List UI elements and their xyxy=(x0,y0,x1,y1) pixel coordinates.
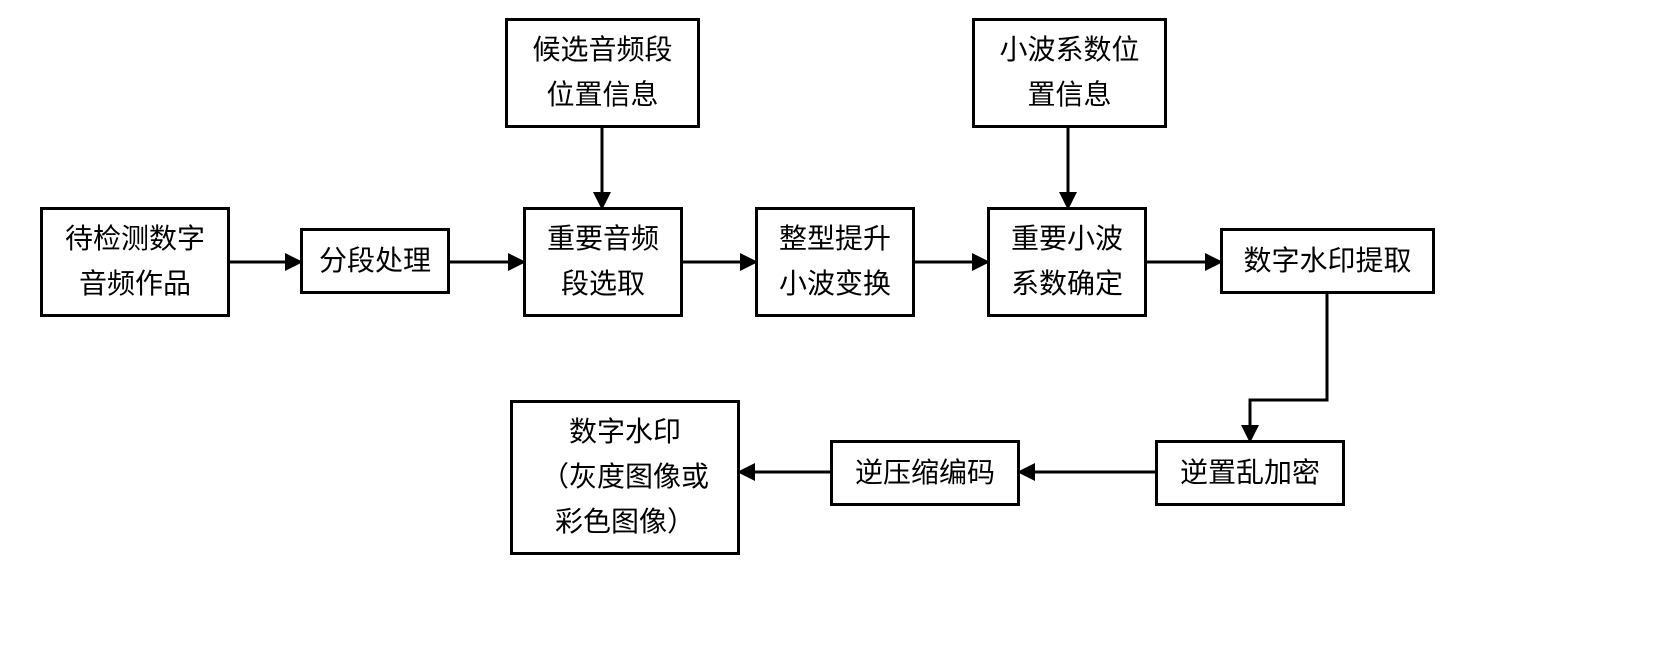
node-select-segment: 重要音频段选取 xyxy=(523,207,683,317)
flow-arrows xyxy=(0,0,1673,655)
node-label: 待检测数字音频作品 xyxy=(65,217,205,307)
node-label: 逆压缩编码 xyxy=(855,451,995,496)
node-label: 数字水印（灰度图像或彩色图像） xyxy=(541,410,709,544)
node-watermark-output: 数字水印（灰度图像或彩色图像） xyxy=(510,400,740,555)
node-candidate-pos: 候选音频段位置信息 xyxy=(505,18,700,128)
node-watermark-extract: 数字水印提取 xyxy=(1220,228,1435,294)
node-label: 重要音频段选取 xyxy=(547,217,659,307)
node-segment: 分段处理 xyxy=(300,228,450,294)
node-label: 重要小波系数确定 xyxy=(1011,217,1123,307)
node-label: 分段处理 xyxy=(319,239,431,284)
node-input-audio: 待检测数字音频作品 xyxy=(40,207,230,317)
node-label: 数字水印提取 xyxy=(1243,239,1411,284)
node-label: 小波系数位置信息 xyxy=(999,28,1139,118)
node-label: 整型提升小波变换 xyxy=(779,217,891,307)
node-inverse-scramble: 逆置乱加密 xyxy=(1155,440,1345,506)
node-wavelet-transform: 整型提升小波变换 xyxy=(755,207,915,317)
node-coef-pos-info: 小波系数位置信息 xyxy=(972,18,1167,128)
node-wavelet-coef: 重要小波系数确定 xyxy=(987,207,1147,317)
node-label: 候选音频段位置信息 xyxy=(532,28,672,118)
node-label: 逆置乱加密 xyxy=(1180,451,1320,496)
node-inverse-compress: 逆压缩编码 xyxy=(830,440,1020,506)
